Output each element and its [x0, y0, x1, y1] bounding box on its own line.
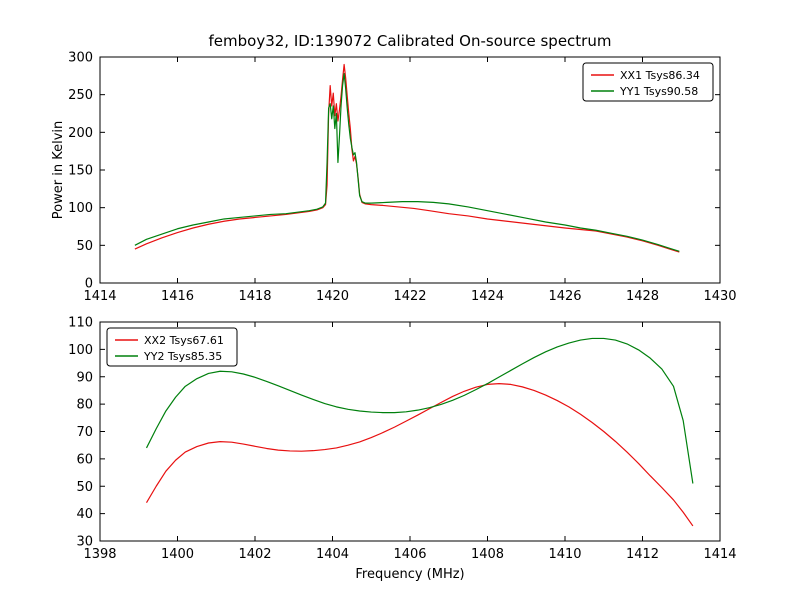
x-axis-label: Frequency (MHz): [355, 567, 464, 582]
y-tick-label: 100: [68, 201, 93, 216]
axes-frame: [99, 321, 721, 542]
y-tick-label: 0: [85, 277, 93, 292]
y-tick-label: 30: [76, 535, 93, 550]
legend-label: YY2 Tsys85.35: [143, 350, 222, 363]
y-tick-label: 60: [76, 452, 93, 467]
x-tick-label: 1410: [548, 547, 581, 562]
y-tick-label: 110: [68, 316, 93, 331]
x-tick-label: 1408: [471, 547, 504, 562]
x-tick-label: 1420: [316, 289, 349, 304]
y-tick-label: 150: [68, 164, 93, 179]
legend-box: [106, 327, 238, 367]
y-tick-label: 200: [68, 126, 93, 141]
plots-container: 1414 1416 1418 1420 1422 1424 1426 1428 14300501…: [68, 51, 736, 563]
series-line-YY1: [134, 72, 680, 252]
y-tick-label: 70: [76, 425, 93, 440]
x-tick-label: 1414: [83, 289, 116, 304]
y-tick-label: 40: [76, 507, 93, 522]
series-line-XX2: [145, 382, 694, 527]
legend-label: XX2 Tsys67.61: [144, 334, 224, 347]
x-tick-label: 1428: [626, 289, 659, 304]
y-tick-label: 300: [68, 51, 93, 66]
x-tick-label: 1424: [471, 289, 504, 304]
y-tick-label: 50: [76, 480, 93, 495]
legend-label: YY1 Tsys90.58: [619, 85, 698, 98]
x-tick-label: 1400: [161, 547, 194, 562]
x-tick-label: 1398: [83, 547, 116, 562]
y-tick-label: 80: [76, 398, 93, 413]
x-tick-label: 1404: [316, 547, 349, 562]
axes-frame: [99, 56, 721, 284]
x-tick-label: 1430: [703, 289, 736, 304]
x-tick-label: 1416: [161, 289, 194, 304]
y-tick-label: 90: [76, 370, 93, 385]
x-tick-label: 1402: [238, 547, 271, 562]
y-tick-label: 50: [76, 239, 93, 254]
legend-box: [582, 62, 714, 102]
subplot-1: 1414 1416 1418 1420 1422 1424 1426 1428 1430 0 50 1…: [68, 51, 736, 305]
y-tick-label: 100: [68, 343, 93, 358]
legend-label: XX1 Tsys86.34: [620, 69, 700, 82]
x-tick-label: 1406: [393, 547, 426, 562]
x-tick-label: 1426: [548, 289, 581, 304]
y-tick-label: 250: [68, 88, 93, 103]
chart-title: femboy32, ID:139072 Calibrated On-source…: [209, 32, 612, 50]
x-tick-label: 1422: [393, 289, 426, 304]
x-tick-label: 1418: [238, 289, 271, 304]
y-axis-label: Power in Kelvin: [51, 121, 66, 219]
subplot-2: 1398 1400 1402 1404 1406 1408 1410 1412 1414 30 40…: [68, 316, 736, 563]
x-tick-label: 1414: [703, 547, 736, 562]
series-line-XX1: [134, 63, 680, 253]
series-line-YY2: [145, 337, 694, 484]
x-tick-label: 1412: [626, 547, 659, 562]
